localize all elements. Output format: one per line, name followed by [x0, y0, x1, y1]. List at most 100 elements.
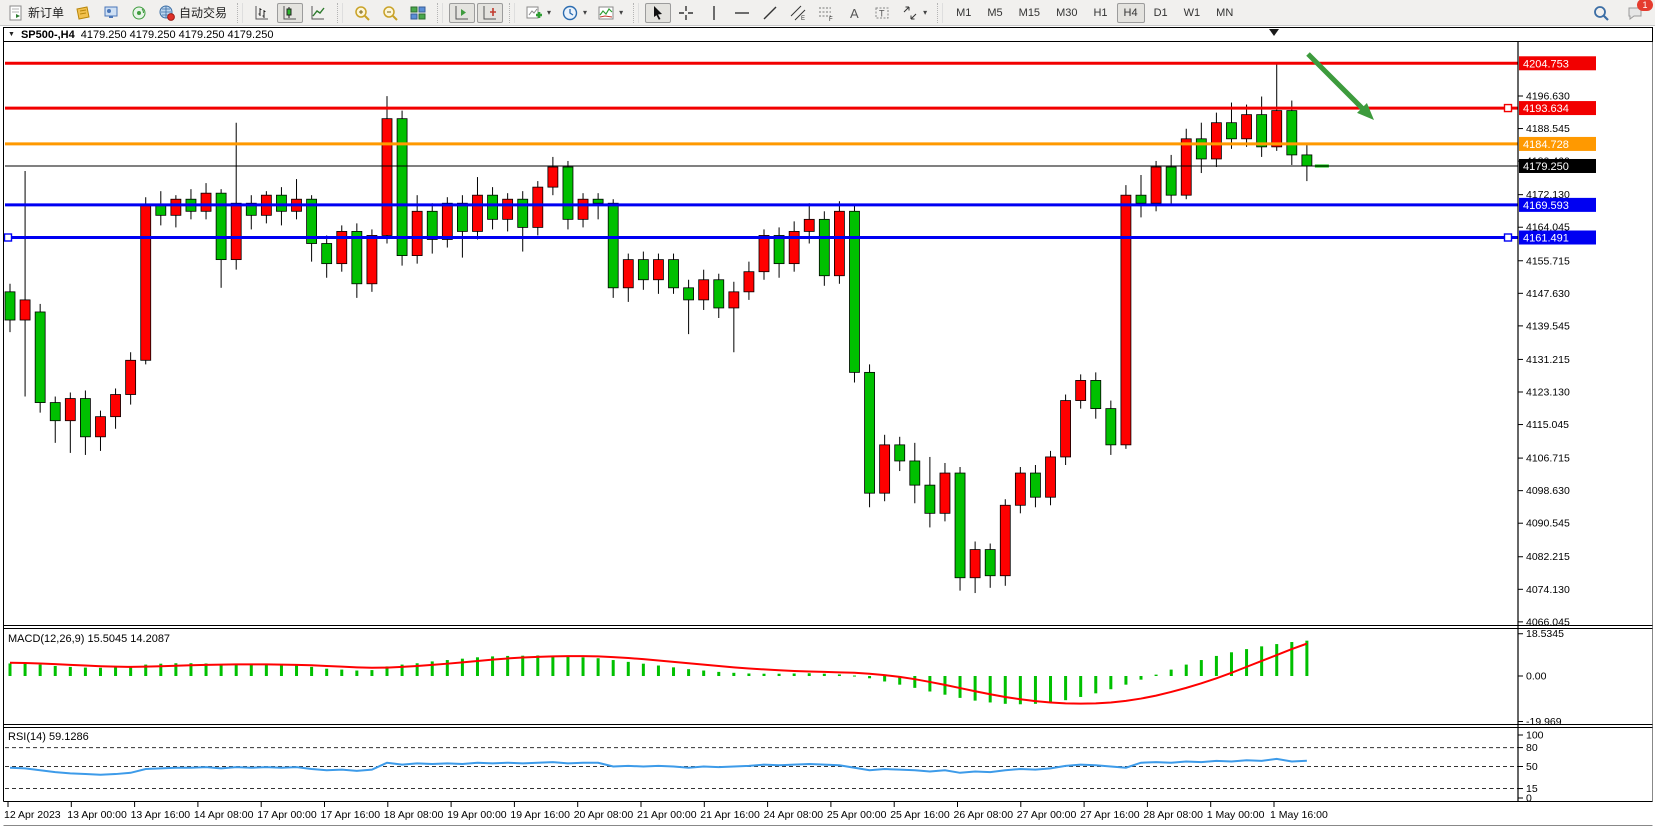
fibonacci-button[interactable]: F: [813, 3, 839, 23]
macd-bar: [1079, 676, 1083, 697]
indicators-button[interactable]: ▾: [521, 3, 555, 23]
text-button[interactable]: A: [841, 3, 867, 23]
candle: [351, 223, 363, 298]
candle: [140, 197, 152, 365]
macd-bar: [1003, 676, 1007, 704]
time-tick-label: 17 Apr 00:00: [257, 809, 317, 821]
price-line-badge: 4193.634: [1519, 101, 1596, 116]
candle: [1211, 112, 1222, 167]
metaeditor-button[interactable]: [70, 3, 96, 23]
arrows-button[interactable]: ▾: [897, 3, 931, 23]
line-chart-button[interactable]: [305, 3, 331, 23]
text-label-button[interactable]: T: [869, 3, 895, 23]
candle: [909, 442, 921, 504]
time-tick-label: 20 Apr 08:00: [574, 809, 634, 821]
periods-button[interactable]: ▾: [557, 3, 591, 23]
horizontal-line-button[interactable]: [729, 3, 755, 23]
toolbar-separator: [937, 2, 944, 23]
zoom-out-button[interactable]: [377, 3, 403, 23]
line-handle[interactable]: [1503, 103, 1513, 113]
candle: [366, 229, 378, 292]
candle: [1226, 102, 1237, 149]
collapse-icon[interactable]: ▼: [8, 31, 15, 38]
trendline-icon: [763, 6, 777, 19]
candle: [939, 462, 951, 522]
line-handle[interactable]: [1503, 233, 1513, 242]
tile-windows-button[interactable]: [405, 3, 431, 23]
horizontal-line[interactable]: [5, 103, 1518, 113]
notifications-icon[interactable]: 1: [1622, 0, 1653, 23]
macd-bar: [1018, 676, 1022, 705]
time-tick-label: 14 Apr 08:00: [194, 809, 254, 821]
templates-button[interactable]: ▾: [593, 3, 627, 23]
chart-title-bar[interactable]: ▼ SP500-,H4 4179.250 4179.250 4179.250 4…: [3, 27, 1653, 42]
chart-canvas[interactable]: 4196.6304188.5454180.4604172.1304164.045…: [0, 42, 1655, 828]
price-line-badge: 4184.728: [1519, 136, 1596, 151]
signals-button[interactable]: [126, 3, 152, 23]
market-watch-button[interactable]: [98, 3, 124, 23]
auto-scroll-button[interactable]: [449, 2, 476, 23]
svg-text:T: T: [879, 8, 885, 18]
timeframe-d1-button[interactable]: D1: [1153, 6, 1168, 19]
candle: [894, 436, 906, 472]
vertical-line-button[interactable]: [701, 3, 727, 23]
timeframe-h1-button[interactable]: H1: [1093, 6, 1108, 19]
macd-bar: [1245, 649, 1249, 676]
candle: [1045, 450, 1056, 506]
rsi-tick-label: 80: [1526, 742, 1538, 754]
timeframe-w1-button[interactable]: W1: [1183, 6, 1201, 19]
search-icon: [1594, 6, 1609, 21]
trend-arrow[interactable]: [1306, 52, 1374, 120]
timeframe-m5-button[interactable]: M5: [987, 6, 1003, 19]
macd-bar: [264, 664, 268, 676]
zoom-out-icon: [383, 5, 398, 21]
chart-shift-button[interactable]: [477, 2, 504, 23]
bars-chart-button[interactable]: [249, 3, 275, 23]
timeframe-h4-button[interactable]: H4: [1116, 2, 1145, 23]
new-order-icon: [9, 5, 22, 20]
candle: [637, 251, 649, 290]
auto-trading-icon: [159, 5, 175, 21]
main-chart-panel: [3, 52, 1519, 594]
trendline-button[interactable]: [757, 3, 783, 23]
timeframe-m30-button[interactable]: M30: [1056, 6, 1078, 19]
equidistant-channel-button[interactable]: E: [785, 3, 811, 23]
macd-bar: [521, 655, 525, 676]
horizontal-line[interactable]: [3, 233, 1519, 242]
timeframe-m1-button[interactable]: M1: [956, 6, 972, 19]
toolbar-groups: 新订单 自动交易 ▾ ▾ ▾ E F A T ▾ M1 M5 M15 M30 H1 H4 D1 W1 MN: [0, 0, 1243, 25]
candle: [1301, 144, 1313, 182]
crosshair-button[interactable]: [673, 3, 699, 23]
chart-shift-marker-icon[interactable]: [1269, 29, 1279, 36]
price-tick-label: 4155.715: [1526, 255, 1570, 267]
timeframe-mn-button[interactable]: MN: [1216, 6, 1234, 19]
macd-bar: [792, 673, 796, 676]
macd-bar: [506, 655, 510, 676]
search-icon[interactable]: [1588, 3, 1614, 23]
macd-bar: [928, 676, 932, 692]
toolbar-separator: [337, 2, 344, 23]
macd-bar: [1214, 655, 1218, 676]
candles-chart-button[interactable]: [277, 2, 304, 23]
macd-bar: [747, 673, 751, 676]
macd-bar: [868, 676, 872, 679]
price-tick-label: 4098.630: [1526, 485, 1570, 497]
time-tick-label: 26 Apr 08:00: [954, 809, 1014, 821]
candle: [336, 225, 348, 272]
macd-bar: [279, 665, 283, 676]
cursor-button[interactable]: [645, 2, 672, 23]
crosshair-icon: [679, 5, 694, 20]
toolbar-group-objects: E F A T ▾: [642, 0, 934, 25]
zoom-in-button[interactable]: [349, 3, 375, 23]
candle: [472, 177, 483, 240]
svg-text:E: E: [801, 16, 805, 22]
timeframe-m15-button[interactable]: M15: [1018, 6, 1041, 19]
macd-bar: [460, 658, 464, 676]
price-tick-label: 4131.215: [1526, 354, 1570, 366]
svg-text:4161.491: 4161.491: [1523, 233, 1569, 245]
time-axis[interactable]: 12 Apr 2023 13 Apr 00:00 13 Apr 16:00 14 Ap…: [4, 801, 1328, 822]
new-order-button[interactable]: 新订单: [3, 3, 68, 23]
candle: [562, 160, 574, 230]
auto-trading-button[interactable]: 自动交易: [154, 3, 231, 23]
line-handle[interactable]: [3, 233, 13, 242]
